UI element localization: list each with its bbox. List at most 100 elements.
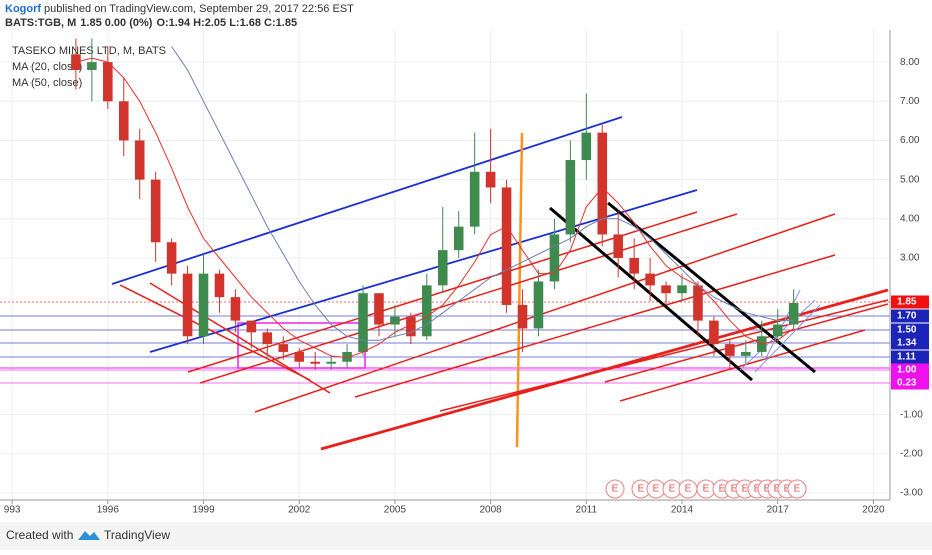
candle-body	[166, 242, 177, 274]
candle-body	[294, 351, 305, 362]
earnings-label: E	[612, 484, 619, 495]
earnings-label: E	[685, 484, 692, 495]
trend-line	[354, 254, 836, 398]
legend-entry: MA (50, close)	[12, 77, 82, 89]
candle-body	[693, 285, 703, 321]
candle-body	[677, 285, 687, 294]
price-tag	[891, 350, 929, 364]
price-tag-label: 0.23	[897, 378, 917, 389]
x-tick-label: 2005	[384, 505, 407, 516]
earnings-label: E	[653, 484, 660, 495]
candle-body	[565, 160, 576, 235]
price-tag-label: 1.70	[897, 311, 917, 322]
footer-brand[interactable]: TradingView	[104, 528, 170, 542]
price-tag-label: 1.85	[897, 297, 917, 308]
earnings-label: E	[638, 484, 645, 495]
earnings-label: E	[774, 484, 781, 495]
x-tick-label: 1999	[192, 505, 215, 516]
candle-body	[613, 234, 623, 258]
earnings-label: E	[731, 484, 738, 495]
x-tick-label: 2014	[671, 505, 694, 516]
trend-line	[754, 304, 821, 373]
y-tick-label: 3.00	[900, 253, 920, 264]
candle-body	[278, 344, 289, 352]
x-tick-label: 993	[4, 505, 21, 516]
candle-body	[310, 361, 320, 364]
candle-body	[645, 273, 655, 286]
candle-body	[342, 351, 352, 362]
earnings-label: E	[794, 484, 801, 495]
trend-line	[604, 303, 889, 383]
price-tag	[891, 376, 929, 390]
x-tick-label: 2011	[576, 505, 598, 516]
candle-body	[214, 273, 225, 298]
candle-body	[422, 285, 432, 337]
published: published on TradingView.com, September …	[44, 3, 354, 15]
trend-line	[764, 289, 801, 361]
price-tag-label: 1.50	[897, 325, 917, 336]
candle-body	[772, 324, 783, 337]
ohlc: O:1.94 H:2.05 L:1.68 C:1.85	[156, 17, 297, 29]
trend-line	[549, 206, 753, 382]
earnings-marker	[605, 479, 625, 499]
candle-body	[741, 351, 751, 356]
candle-body	[581, 132, 592, 161]
candle-body	[453, 226, 464, 251]
price-tag	[891, 336, 929, 350]
candle-body	[485, 171, 496, 188]
y-tick-label: 7.00	[900, 96, 920, 107]
y-tick-label: 4.00	[900, 213, 920, 224]
x-tick-label: 1996	[97, 505, 120, 516]
candle-body	[246, 320, 257, 333]
earnings-label: E	[764, 484, 771, 495]
candle-body	[118, 101, 129, 141]
price-tag	[891, 295, 929, 309]
symbol: BATS:TGB, M	[5, 17, 76, 29]
legend-entry: MA (20, close)	[12, 61, 82, 73]
price-tag	[891, 363, 929, 377]
price-tag-label: 1.11	[897, 352, 916, 363]
candle-body	[87, 62, 97, 70]
ma-line	[171, 46, 794, 341]
earnings-label: E	[669, 484, 676, 495]
x-tick-label: 2020	[862, 505, 885, 516]
trend-line	[119, 284, 311, 381]
y-tick-label: -1.00	[900, 409, 923, 420]
price-tag	[891, 309, 929, 323]
trend-line	[619, 329, 866, 402]
footer-created: Created with	[6, 528, 73, 542]
candle-body	[390, 316, 400, 325]
y-tick-label: 5.00	[900, 174, 920, 185]
candle-body	[501, 187, 512, 305]
earnings-marker	[787, 479, 807, 499]
candle-body	[437, 250, 448, 286]
ma-line	[75, 57, 794, 359]
candle-body	[597, 132, 608, 235]
candle-body	[198, 273, 209, 337]
candle-body	[406, 316, 416, 337]
legend-entry: TASEKO MINES LTD, M, BATS	[12, 45, 166, 57]
x-tick-label: 2008	[479, 505, 502, 516]
x-tick-label: 2002	[288, 505, 311, 516]
candle-body	[150, 179, 161, 243]
candle-body	[533, 281, 544, 329]
earnings-label: E	[784, 484, 791, 495]
candle-body	[182, 273, 193, 337]
candle-body	[103, 62, 113, 102]
price-tag-label: 1.34	[897, 338, 917, 349]
candle-body	[374, 293, 384, 325]
candle-body	[230, 297, 241, 321]
candle-body	[134, 140, 145, 180]
candle-body	[661, 285, 671, 294]
earnings-label: E	[742, 484, 749, 495]
price-tag	[891, 323, 929, 337]
header-line: Kogorf published on TradingView.com, Sept…	[5, 3, 354, 15]
trend-line	[111, 116, 623, 285]
x-tick-label: 2017	[767, 505, 790, 516]
y-tick-label: 6.00	[900, 135, 920, 146]
candle-body	[517, 304, 528, 329]
price-tag-label: 1.00	[897, 365, 917, 376]
author: Kogorf	[5, 3, 41, 15]
symbol-line: BATS:TGB, M 1.85 0.00 (0%) O:1.94 H:2.05 L…	[5, 17, 297, 29]
